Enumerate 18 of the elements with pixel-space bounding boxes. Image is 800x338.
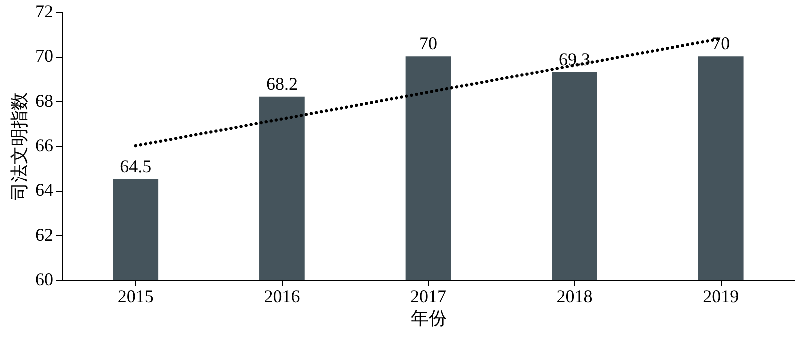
y-tick-label: 70 <box>36 46 54 66</box>
y-tick-label: 66 <box>36 136 54 156</box>
y-tick-label: 68 <box>36 90 54 111</box>
y-tick-label: 62 <box>36 224 54 245</box>
x-tick-label: 2016 <box>264 286 300 306</box>
y-tick-label: 60 <box>36 270 54 290</box>
x-tick-label: 2018 <box>556 286 593 306</box>
x-tick-label: 2019 <box>703 286 740 306</box>
y-axis-title: 司法文明指数 <box>10 92 30 200</box>
y-tick-label: 72 <box>36 2 54 22</box>
x-tick-label: 2017 <box>410 286 446 306</box>
x-axis-title: 年份 <box>411 308 447 328</box>
data-label: 68.2 <box>266 74 298 94</box>
y-tick-label: 64 <box>36 180 54 200</box>
x-tick-label: 2015 <box>118 286 154 306</box>
data-label: 70 <box>712 34 730 54</box>
data-label: 70 <box>420 34 438 54</box>
data-label: 64.5 <box>120 156 152 176</box>
